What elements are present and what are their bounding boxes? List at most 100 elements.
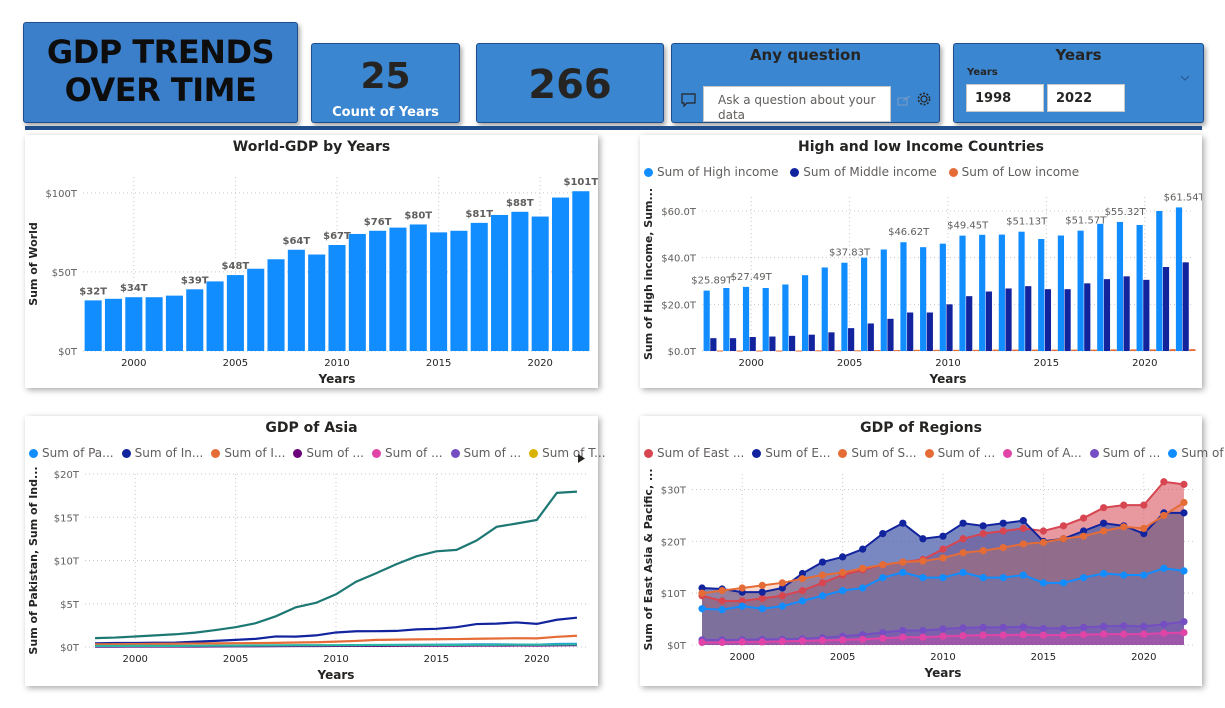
chevron-down-icon[interactable] bbox=[1180, 67, 1190, 86]
data-point bbox=[939, 532, 947, 540]
bar bbox=[1064, 289, 1071, 351]
data-point bbox=[839, 553, 847, 561]
x-tick-label: 2000 bbox=[729, 652, 754, 663]
bar bbox=[1071, 349, 1078, 351]
data-point bbox=[1140, 501, 1148, 509]
legend-next-arrow-icon[interactable] bbox=[578, 448, 585, 467]
x-tick-label: 2020 bbox=[1132, 358, 1157, 369]
legend-dot bbox=[1089, 449, 1099, 458]
legend-item[interactable]: Sum of E... bbox=[752, 446, 830, 460]
y-tick-label: $15T bbox=[54, 513, 80, 524]
data-point bbox=[839, 586, 847, 595]
data-point bbox=[698, 605, 706, 613]
legend-label: Sum of ... bbox=[463, 446, 522, 460]
legend-dot bbox=[924, 449, 934, 458]
data-point bbox=[1140, 630, 1148, 638]
regions-gdp-panel[interactable]: GDP of Regions Sum of East ... Sum of E..… bbox=[640, 416, 1225, 686]
data-point bbox=[1019, 524, 1027, 533]
data-point bbox=[778, 579, 786, 587]
qa-input[interactable]: Ask a question about your data bbox=[703, 86, 891, 122]
data-point bbox=[879, 561, 887, 569]
data-point bbox=[839, 568, 847, 577]
data-label: $55.32T bbox=[1105, 207, 1147, 218]
legend-item[interactable]: Sum of ... bbox=[371, 446, 443, 460]
bar bbox=[907, 312, 914, 351]
data-point bbox=[738, 597, 746, 605]
asia-gdp-panel[interactable]: GDP of Asia Sum of Pa... Sum of In... Sum … bbox=[25, 416, 606, 686]
share-icon[interactable] bbox=[897, 92, 911, 111]
data-point bbox=[758, 638, 766, 646]
data-label: $39T bbox=[181, 275, 209, 286]
bar bbox=[894, 350, 901, 352]
legend-item[interactable]: Sum of ... bbox=[293, 446, 364, 460]
world-gdp-panel[interactable]: World-GDP by Years $0T $50T $100T 2000 2005 2… bbox=[25, 135, 598, 388]
bar bbox=[933, 349, 940, 351]
data-point bbox=[1180, 509, 1188, 517]
data-point bbox=[919, 626, 927, 635]
data-point bbox=[758, 594, 766, 602]
world-gdp-chart[interactable]: $0T $50T $100T 2000 2005 2010 2015 2020 Years Sum… bbox=[25, 135, 598, 388]
years-from-input[interactable]: 1998 bbox=[966, 84, 1044, 112]
legend-dot bbox=[529, 449, 539, 458]
data-point bbox=[939, 625, 947, 633]
legend-item[interactable]: Sum of Pa... bbox=[29, 446, 114, 460]
income-panel[interactable]: High and low Income Countries Sum of Hig… bbox=[640, 135, 1202, 388]
legend-dot bbox=[450, 449, 460, 458]
bar bbox=[1143, 279, 1150, 351]
years-to-input[interactable]: 2022 bbox=[1047, 84, 1125, 112]
legend-item[interactable]: Sum of East ... bbox=[644, 446, 744, 460]
data-label: $48T bbox=[222, 261, 250, 272]
data-point bbox=[1120, 622, 1128, 630]
bar bbox=[389, 227, 407, 351]
x-tick-label: 2020 bbox=[524, 654, 549, 665]
legend-item[interactable]: Sum of T... bbox=[529, 446, 606, 460]
data-label: $34T bbox=[120, 283, 148, 294]
income-chart[interactable]: $0.0T $20.0T $40.0T $60.0T 2000 2005 2010 2015 2… bbox=[640, 135, 1202, 388]
bar bbox=[247, 268, 265, 351]
data-point bbox=[999, 631, 1007, 639]
legend-item[interactable]: Sum of E... bbox=[1168, 446, 1225, 460]
data-point bbox=[1160, 629, 1168, 637]
legend-item[interactable]: Sum of S... bbox=[838, 446, 917, 460]
legend-item[interactable]: Sum of I... bbox=[211, 446, 285, 460]
y-tick-label: $40.0T bbox=[661, 254, 697, 265]
legend-item[interactable]: Sum of ... bbox=[450, 446, 522, 460]
data-point bbox=[979, 529, 987, 538]
legend-item[interactable]: Sum of High income bbox=[644, 165, 778, 179]
qa-card[interactable]: Any question Ask a question about your d… bbox=[671, 43, 940, 123]
data-point bbox=[919, 574, 927, 582]
legend-dot bbox=[1168, 449, 1178, 458]
years-slicer-label: Years bbox=[967, 67, 998, 78]
gear-icon[interactable] bbox=[917, 91, 931, 110]
data-point bbox=[798, 597, 807, 605]
y-axis-title: Sum of East Asia & Pacific, ... bbox=[642, 469, 655, 651]
bar bbox=[1038, 239, 1045, 351]
data-label: $61.54T bbox=[1164, 192, 1202, 203]
bar bbox=[1189, 349, 1196, 351]
data-point bbox=[698, 638, 706, 647]
asia-gdp-chart[interactable]: $0T $5T $10T $15T $20T 2000 2005 2010 2015 2020 Ye… bbox=[25, 416, 598, 686]
kpi-card-count-of-years[interactable]: 25 Count of Years bbox=[311, 43, 460, 123]
years-slicer-card[interactable]: Years Years 1998 2022 bbox=[953, 43, 1204, 123]
chat-icon[interactable] bbox=[681, 92, 696, 111]
legend-item[interactable]: Sum of ... bbox=[1089, 446, 1160, 460]
data-point bbox=[758, 588, 766, 596]
x-tick-label: 2000 bbox=[738, 358, 763, 369]
legend-item[interactable]: Sum of Low income bbox=[948, 165, 1079, 179]
data-point bbox=[1100, 630, 1108, 638]
legend-item[interactable]: Sum of In... bbox=[121, 446, 203, 460]
legend-item[interactable]: Sum of Middle income bbox=[790, 165, 937, 179]
bar bbox=[1097, 223, 1104, 351]
data-point bbox=[1140, 571, 1148, 579]
data-point bbox=[1079, 527, 1088, 535]
bar bbox=[84, 300, 102, 351]
kpi-card-count[interactable]: 266 bbox=[476, 43, 664, 123]
data-label: $51.57T bbox=[1065, 216, 1107, 227]
legend-label: Sum of E... bbox=[1181, 446, 1225, 460]
legend-item[interactable]: Sum of A... bbox=[1003, 446, 1082, 460]
bar bbox=[992, 349, 999, 351]
data-point bbox=[698, 589, 706, 597]
regions-gdp-chart[interactable]: $0T $10T $20T $30T 2000 2005 2010 2015 2020 Years… bbox=[640, 416, 1202, 686]
legend-item[interactable]: Sum of ... bbox=[924, 446, 995, 460]
data-point bbox=[1100, 527, 1108, 535]
